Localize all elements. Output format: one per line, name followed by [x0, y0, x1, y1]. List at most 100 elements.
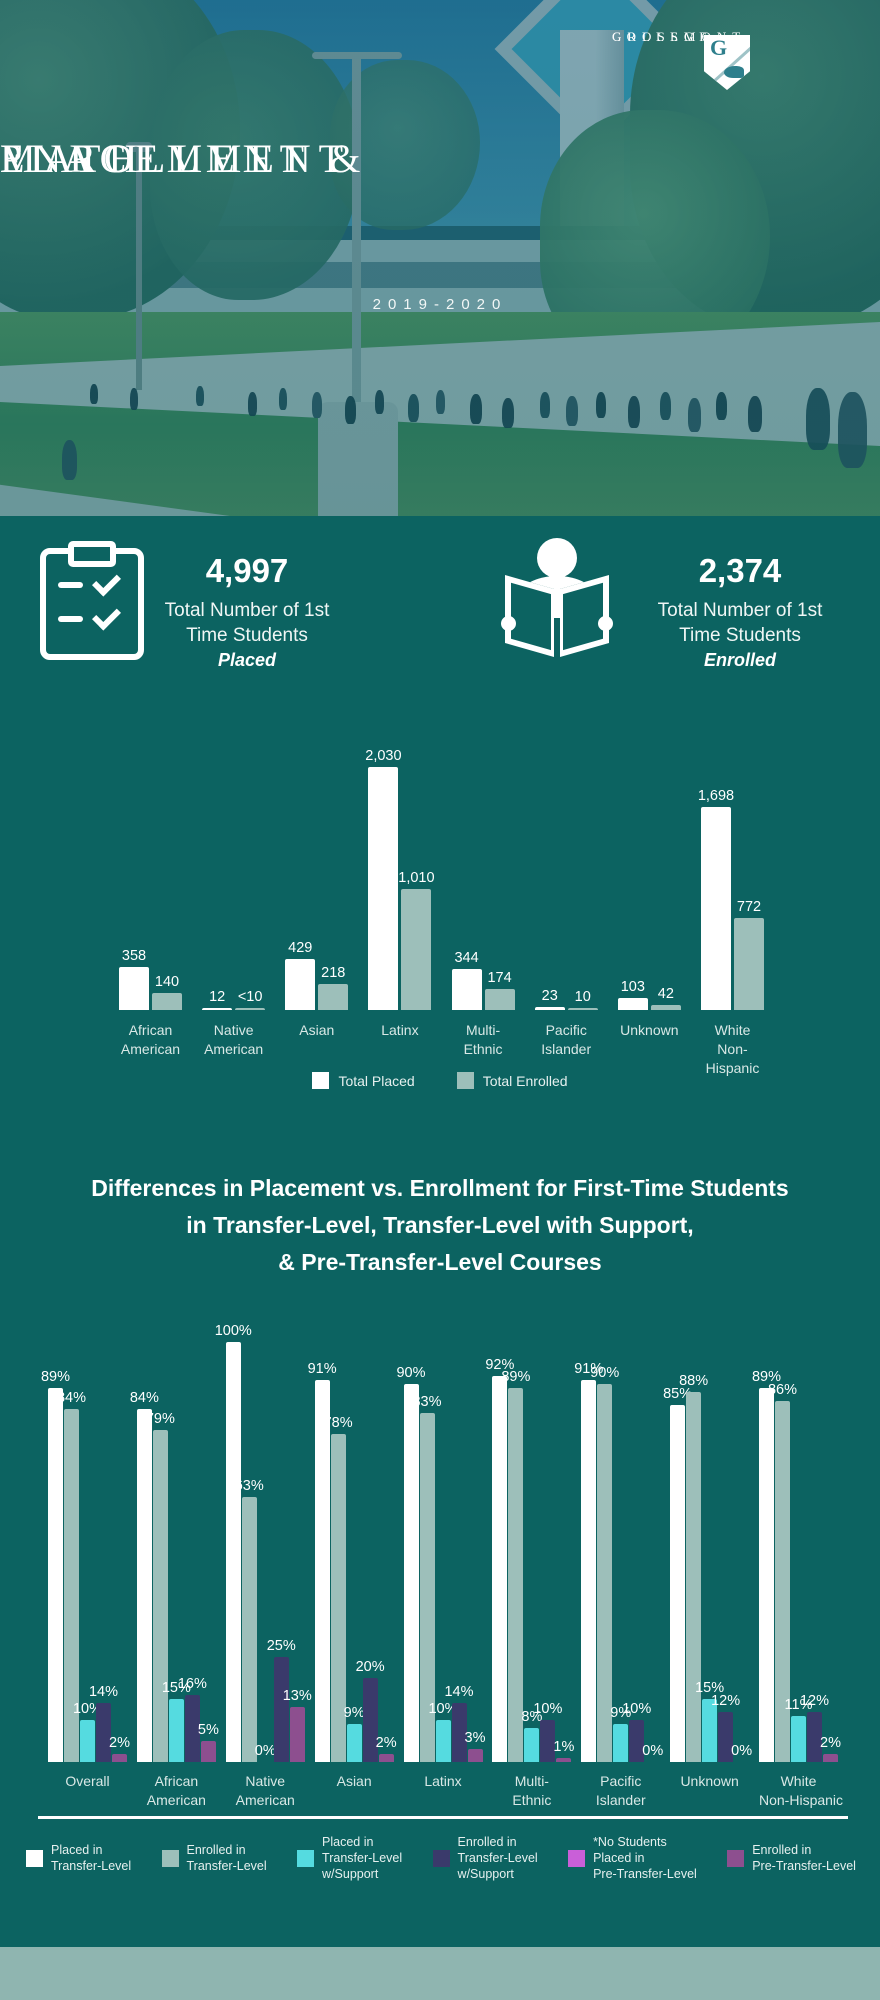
bar-group-unknown: 103 42	[617, 979, 681, 1010]
person-silhouette	[688, 398, 701, 432]
category-label-african-american: African American	[120, 1022, 181, 1057]
hero-photo: GROSSMONT COLLEGE G MATH PLACEMENT & ENR…	[0, 0, 880, 516]
bar-value-label: 2,030	[365, 748, 402, 764]
bar-group-unknown: 85% 88% 15% 12% 0%	[663, 1373, 752, 1762]
person-silhouette	[716, 392, 727, 420]
category-label-multi-ethnic: Multi- Ethnic	[463, 1022, 503, 1057]
shield-letter: G	[710, 35, 734, 60]
bar-value-label: 79%	[145, 1411, 175, 1427]
legend-item-enrolled-in-pre-transfer-level: Enrolled in Pre-Transfer-Level	[727, 1842, 856, 1874]
bar-enrolled-in-transfer-level-w-support-unknown: 12%	[711, 1693, 740, 1762]
bar-value-label: 91%	[574, 1361, 604, 1377]
bar-value-label: 2%	[375, 1735, 397, 1751]
bar-total-placed-multi-ethnic: 344	[451, 950, 482, 1010]
legend-label: Total Placed	[338, 1072, 415, 1089]
section-title-line3: & Pre-Transfer-Level Courses	[278, 1249, 602, 1275]
person-silhouette	[660, 392, 671, 420]
bar-enrolled-in-pre-transfer-level-multi-ethnic: 1%	[553, 1739, 574, 1762]
bar-value-label: 83%	[412, 1394, 442, 1410]
griffin-mark-icon	[724, 66, 744, 78]
bar-value-label: 15%	[695, 1680, 725, 1696]
legend-item-placed-in-transfer-level: Placed in Transfer-Level	[26, 1842, 131, 1874]
person-silhouette	[345, 396, 356, 424]
bar-value-label: 90%	[590, 1365, 620, 1381]
bar-value-label: 92%	[485, 1357, 515, 1373]
bar-group-asian: 429 218	[285, 940, 349, 1010]
category-label-native-american: Native American	[204, 1022, 264, 1057]
bar-value-label: 10	[574, 989, 591, 1005]
chart-placement-by-level-legend: Placed in Transfer-Level Enrolled in Transf…	[26, 1834, 856, 1882]
bar-value-label: 12%	[799, 1693, 830, 1709]
bar-value-label: 1,010	[398, 870, 435, 886]
bar-group-pacific-islander: 23 10	[534, 988, 598, 1010]
bar-value-label: 9%	[610, 1705, 632, 1721]
legend-swatch	[456, 1072, 474, 1089]
lamp-post-arm	[312, 52, 402, 59]
legend-swatch	[26, 1849, 43, 1867]
bar-value-label: 23	[541, 988, 558, 1004]
person-silhouette	[566, 396, 578, 426]
bar-value-label: 1,698	[697, 788, 735, 804]
bar-value-label: 85%	[663, 1386, 693, 1402]
stat-enrolled-emphasis: Enrolled	[703, 650, 776, 670]
bar-value-label: 5%	[197, 1722, 219, 1738]
bar-enrolled-in-pre-transfer-level-african-american: 5%	[198, 1722, 219, 1762]
bar-enrolled-in-transfer-level-w-support-asian: 20%	[356, 1659, 385, 1762]
bar-value-label: 10%	[72, 1701, 103, 1717]
bar-value-label: 218	[321, 965, 346, 981]
bar-enrolled-in-transfer-level-w-support-multi-ethnic: 10%	[533, 1701, 562, 1762]
bar-placed-in-transfer-level-african-american: 84%	[130, 1390, 159, 1762]
bar-placed-in-transfer-level-native-american: 100%	[215, 1323, 252, 1762]
chart-placement-by-level: 89% 84% 10% 14% 2% 84% 79% 15% 16% 5% 100% 63% 0% 25%…	[41, 1323, 841, 1762]
bar-group-multi-ethnic: 92% 89% 8% 10% 1%	[485, 1357, 574, 1762]
college-brand: GROSSMONT COLLEGE G	[612, 26, 842, 90]
bar-value-label: 12	[209, 989, 226, 1005]
category-label-latinx: Latinx	[424, 1773, 462, 1789]
legend-swatch	[161, 1849, 179, 1867]
stat-enrolled-caption-line2: Time Students	[679, 625, 801, 646]
legend-item-no-students-placed-in-pre-transfer-level: *No Students Placed in Pre-Transfer-Level	[568, 1834, 697, 1882]
bar-total-placed-asian: 429	[285, 940, 316, 1010]
title-line1: MATH	[0, 136, 146, 181]
bar-value-label: 1%	[553, 1739, 575, 1755]
category-label-unknown: Unknown	[680, 1773, 739, 1789]
person-silhouette	[196, 386, 204, 406]
chart-placed-vs-enrolled-categories: African American Native American Asian Latinx…	[119, 1021, 764, 1078]
lamp-post-small	[136, 150, 142, 390]
chart-placement-by-level-categories: Overall African American Native American Asia…	[48, 1772, 843, 1810]
lamp-post-small-head	[126, 142, 152, 152]
legend-item-total-placed: Total Placed	[312, 1072, 415, 1089]
bar-enrolled-in-transfer-level-pacific-islander: 90%	[590, 1365, 619, 1762]
bar-group-native-american: 100% 63% 0% 25% 13%	[215, 1323, 312, 1762]
category-label-asian: Asian	[299, 1022, 335, 1038]
person-reading-book-icon	[501, 538, 613, 658]
bar-enrolled-in-pre-transfer-level-white-non-hispanic: 2%	[820, 1735, 841, 1762]
bar-total-placed-unknown: 103	[617, 979, 648, 1010]
person-silhouette	[540, 392, 550, 418]
bar-value-label: 91%	[307, 1361, 337, 1377]
bar-value-label: 14%	[444, 1684, 474, 1700]
stat-enrolled-value: 2,374	[698, 552, 782, 589]
stat-placed-caption-line1: Total Number of 1st	[164, 600, 330, 621]
section-title-line1: Differences in Placement vs. Enrollment …	[91, 1175, 789, 1201]
person-silhouette	[90, 384, 98, 404]
bar-placed-in-transfer-level-w-support-white-non-hispanic: 11%	[785, 1697, 812, 1762]
category-label-asian: Asian	[336, 1773, 372, 1789]
legend-label: *No Students Placed in Pre-Transfer-Level	[593, 1835, 697, 1881]
bar-enrolled-in-transfer-level-multi-ethnic: 89%	[501, 1369, 530, 1762]
bar-value-label: 0%	[254, 1743, 276, 1759]
bar-placed-in-transfer-level-w-support-pacific-islander: 9%	[610, 1705, 631, 1762]
bar-enrolled-in-transfer-level-african-american: 79%	[146, 1411, 175, 1762]
bar-value-label: 772	[736, 899, 762, 915]
category-label-pacific-islander: Pacific Islander	[541, 1022, 592, 1057]
bar-value-label: 88%	[679, 1373, 709, 1389]
tree-left-inner	[150, 30, 360, 300]
bar-value-label: 344	[454, 950, 479, 966]
category-label-native-american: Native American	[235, 1773, 295, 1808]
category-label-latinx: Latinx	[381, 1022, 419, 1038]
stat-placed-emphasis: Placed	[217, 650, 277, 670]
bar-total-placed-latinx: 2,030	[365, 748, 402, 1010]
bar-total-enrolled-white-non-hispanic: 772	[733, 899, 764, 1010]
bar-value-label: 12%	[711, 1693, 741, 1709]
bar-enrolled-in-transfer-level-overall: 84%	[57, 1390, 86, 1762]
